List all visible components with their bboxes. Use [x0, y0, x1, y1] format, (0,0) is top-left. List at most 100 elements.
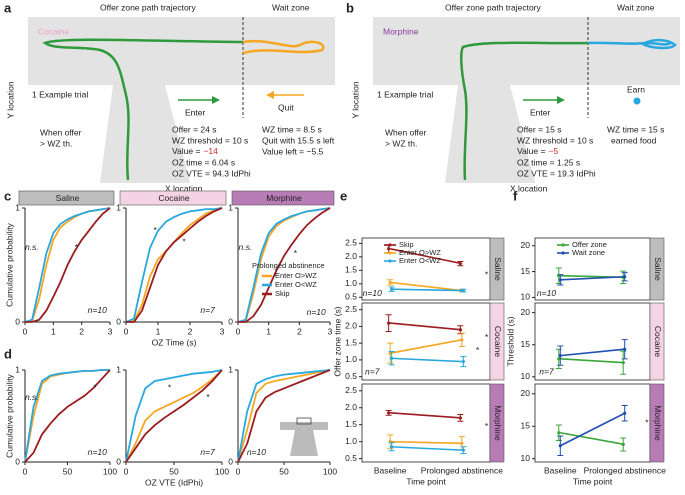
info-text: WZ time = 15 s — [607, 124, 664, 134]
point — [623, 275, 627, 279]
enter-label: Enter — [185, 107, 205, 117]
y-tick-label: 1 — [116, 202, 121, 212]
y-label: Y location — [5, 81, 15, 118]
y-tick-label: 2.5 — [345, 238, 357, 248]
y-tick-label: 0 — [15, 316, 20, 326]
x-tick-label: 100 — [215, 466, 229, 476]
plot-frame — [534, 383, 651, 463]
y-tick-label: 2.0 — [345, 321, 357, 331]
annotation: n=10 — [88, 305, 107, 315]
y-tick-label: 1.0 — [345, 278, 357, 288]
cdf-line — [25, 207, 111, 323]
point — [458, 328, 462, 332]
info-text: earned food — [611, 135, 657, 145]
y-label: Y location — [350, 81, 360, 118]
x-tick-label: 3 — [328, 326, 333, 336]
annotation: * — [293, 248, 297, 258]
info-text: OZ VTE = 94.3 IdPhi — [172, 168, 251, 178]
y-tick-label: 20 — [521, 307, 531, 317]
y-tick-label: 15 — [521, 266, 531, 276]
y-tick-label: 1.5 — [345, 419, 357, 429]
y-tick-label: 20 — [521, 388, 531, 398]
inset-box — [296, 417, 312, 425]
condition-text: When offer — [385, 127, 427, 137]
y-tick-label: 2.5 — [345, 385, 357, 395]
info-text: WZ threshold = 10 s — [172, 135, 248, 145]
x-tick-label: 0 — [124, 466, 129, 476]
annotation: n=7 — [539, 367, 554, 377]
point — [387, 411, 391, 415]
y-tick-label: 1 — [15, 202, 20, 212]
y-tick-label: 10 — [521, 292, 531, 302]
x-label: X location — [165, 183, 203, 193]
x-tick-label: 0 — [23, 466, 28, 476]
panel-label: f — [513, 188, 518, 203]
info-text: OZ VTE = 19.3 IdPhi — [517, 168, 596, 178]
annotation: n=10 — [537, 288, 556, 298]
y-tick-label: 15 — [521, 421, 531, 431]
plot-frame — [361, 383, 491, 463]
condition-box — [649, 237, 665, 301]
info-text: Value = — [172, 146, 200, 156]
trajectory — [242, 39, 325, 55]
point — [388, 351, 392, 355]
panel-label: a — [4, 0, 12, 15]
info-text: Value left = −5.5 — [262, 146, 324, 156]
annotation: n.s. — [25, 392, 39, 402]
info-text: OZ time = 1.25 s — [517, 157, 580, 167]
legend-marker — [561, 251, 565, 255]
point — [460, 441, 464, 445]
line — [560, 431, 625, 446]
legend-marker — [388, 251, 392, 255]
condition-label: Cocaine — [493, 326, 503, 357]
point — [458, 416, 462, 420]
annotation: n=7 — [200, 305, 215, 315]
cdf-line — [24, 369, 110, 463]
cdf-line — [237, 369, 331, 463]
inset-maze — [280, 422, 328, 430]
condition-box — [649, 302, 665, 381]
annotation: * — [206, 392, 210, 402]
plot-frame — [361, 302, 491, 381]
condition-text: > WZ th. — [40, 138, 72, 148]
line — [560, 275, 625, 281]
legend-title: Prolonged abstinence — [252, 261, 325, 270]
point — [461, 359, 465, 364]
condition-label: Saline — [493, 257, 503, 281]
y-tick-label: 1 — [15, 364, 20, 374]
trial-label: 1 Example trial — [32, 89, 88, 99]
condition-box — [489, 237, 505, 301]
y-label: Cumulative probability — [4, 373, 14, 457]
diagram-a: Offer zone path trajectory Wait zone Coc… — [5, 2, 335, 193]
annotation: * — [476, 345, 480, 355]
panel-label: e — [340, 188, 347, 203]
cdf-line — [238, 207, 331, 323]
legend-label: Offer zone — [572, 240, 607, 249]
outcome-label: Quit — [278, 102, 294, 112]
annotation: * — [74, 242, 78, 252]
annotation: n=10 — [363, 288, 382, 298]
x-tick-label: 1 — [156, 326, 161, 336]
y-label: Cumulative probability — [4, 222, 14, 306]
y-tick-label: 2.5 — [345, 304, 357, 314]
inset-maze — [290, 430, 318, 456]
y-tick-label: 1.5 — [345, 337, 357, 347]
x-label: OZ VTE (IdPhi) — [145, 477, 203, 487]
annotation: n=10 — [88, 447, 107, 457]
condition-text: When offer — [40, 127, 82, 137]
point — [387, 247, 391, 251]
y-tick-label: 1 — [228, 202, 233, 212]
diagram-title: Offer zone path trajectory — [100, 2, 197, 12]
annotation: n=7 — [200, 447, 215, 457]
diagram-title: Wait zone — [272, 2, 310, 12]
x-tick-label: 50 — [63, 466, 73, 476]
y-tick-label: 0.5 — [345, 371, 357, 381]
line — [559, 412, 626, 447]
line — [390, 339, 462, 355]
x-label: OZ Time (s) — [152, 337, 197, 347]
condition-text: > WZ th. — [385, 138, 417, 148]
inset — [280, 417, 328, 456]
annotation: * — [182, 236, 186, 246]
x-label: X location — [510, 183, 548, 193]
annotation: n.s. — [25, 242, 39, 252]
